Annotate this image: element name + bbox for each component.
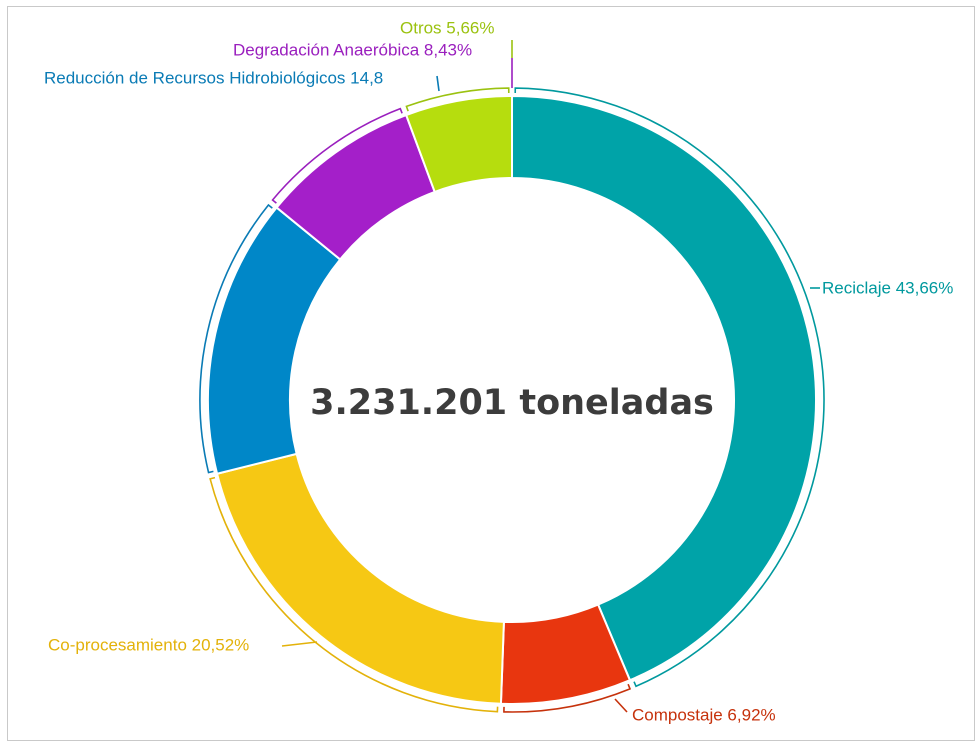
bracket-reciclaje: [514, 87, 825, 688]
connectors-group: [199, 40, 825, 713]
data-label-reciclaje: Reciclaje 43,66%: [822, 278, 953, 297]
slice-otros: [404, 94, 513, 194]
connector-co-procesamiento: [281, 641, 318, 647]
bracket-compostaje: [503, 683, 632, 713]
labels-group: Reciclaje 43,66% Compostaje 6,92% Co-proce…: [44, 18, 953, 724]
connector-compostaje: [614, 698, 628, 713]
data-label-otros: Otros 5,66%: [400, 18, 495, 37]
connector-reduccion-de-recursos-hidrobiologicos: [436, 75, 440, 92]
data-label-degradacion-anaerobica: Degradación Anaeróbica 8,43%: [233, 40, 472, 59]
bracket-otros: [405, 87, 510, 112]
data-label-compostaje: Compostaje 6,92%: [632, 705, 776, 724]
slice-reduccion-de-recursos-hidrobiologicos: [207, 206, 342, 475]
slice-reciclaje: [511, 94, 817, 682]
slice-co-procesamiento: [215, 452, 505, 705]
slices-group: [207, 94, 817, 705]
data-label-co-procesamiento: Co-procesamiento 20,52%: [48, 635, 249, 654]
data-label-reduccion-de-recursos-hidrobiologicos: Reducción de Recursos Hidrobiológicos 14…: [44, 68, 383, 87]
center-total-label: 3.231.201 toneladas: [310, 383, 714, 423]
bracket-degradacion-anaerobica: [271, 107, 403, 204]
bracket-reduccion-de-recursos-hidrobiologicos: [199, 203, 273, 474]
